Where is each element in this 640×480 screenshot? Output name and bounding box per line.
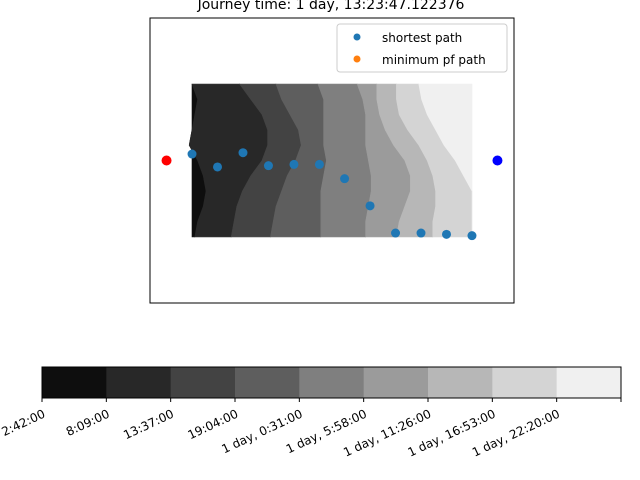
shortest-path-point (441, 229, 451, 239)
legend-label-shortest-path: shortest path (382, 31, 462, 45)
shortest-path-point (213, 162, 223, 172)
start-marker (161, 155, 172, 166)
colorbar-tick-label: 13:37:00 (121, 407, 176, 442)
colorbar-frame (41, 366, 622, 399)
colorbar-swatch (363, 367, 429, 398)
legend-box (336, 23, 508, 73)
colorbar-swatch (428, 367, 493, 398)
shortest-path-point (416, 228, 426, 238)
plot-frame (149, 17, 515, 304)
colorbar-swatch (170, 367, 236, 398)
colorbar-swatch (235, 367, 300, 398)
shortest-path-point (187, 149, 197, 159)
contour-band-9 (418, 83, 473, 237)
shortest-path-point (263, 161, 273, 171)
end-marker (492, 155, 503, 166)
legend-marker-minimum-pf-path (353, 55, 361, 63)
colorbar-swatch (106, 367, 172, 398)
colorbar-swatch (492, 367, 558, 398)
shortest-path-point (365, 201, 375, 211)
legend-label-minimum-pf-path: minimum pf path (382, 53, 486, 67)
shortest-path-point (340, 174, 350, 184)
shortest-path-point (314, 159, 324, 169)
colorbar-tick-label: 2:42:00 (0, 407, 47, 439)
shortest-path-point (238, 148, 248, 158)
colorbar-tick-label: 8:09:00 (64, 407, 112, 439)
contour-field (188, 83, 473, 238)
colorbar-swatch (556, 367, 622, 398)
colorbar-swatch (299, 367, 365, 398)
scatter-points (161, 148, 503, 241)
legend: shortest path minimum pf path (336, 23, 508, 73)
chart-title: Journey time: 1 day, 13:23:47.122376 (197, 0, 465, 13)
shortest-path-point (289, 159, 299, 169)
legend-marker-shortest-path (353, 33, 361, 41)
shortest-path-point (467, 231, 477, 241)
colorbar: 2:42:00 8:09:00 13:37:00 19:04:001 day, 0:3… (0, 366, 622, 460)
colorbar-swatch (42, 367, 107, 398)
shortest-path-point (391, 228, 401, 238)
